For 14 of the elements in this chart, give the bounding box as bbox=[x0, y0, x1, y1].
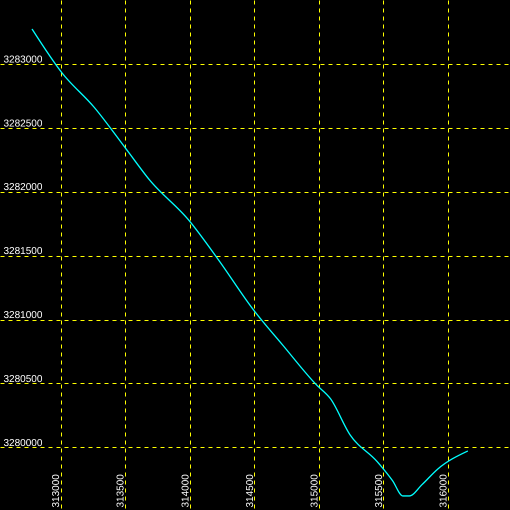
x-tick-label: 316000 bbox=[438, 474, 450, 508]
x-tick-label: 314500 bbox=[244, 474, 256, 508]
y-tick-label: 3280500 bbox=[4, 374, 43, 385]
x-tick-label: 315500 bbox=[374, 474, 385, 508]
y-tick-label: 3282500 bbox=[4, 118, 43, 130]
y-tick-label: 3280000 bbox=[4, 438, 43, 449]
y-tick-label: 3283000 bbox=[4, 54, 43, 66]
y-tick-label: 3282000 bbox=[4, 182, 43, 194]
y-tick-label: 3281000 bbox=[4, 310, 43, 322]
x-tick-label: 314000 bbox=[180, 474, 192, 508]
x-tick-label: 315000 bbox=[309, 474, 320, 508]
y-tick-label: 3281500 bbox=[4, 246, 43, 258]
x-tick-label: 313500 bbox=[116, 474, 127, 508]
x-tick-label: 313000 bbox=[51, 474, 62, 508]
